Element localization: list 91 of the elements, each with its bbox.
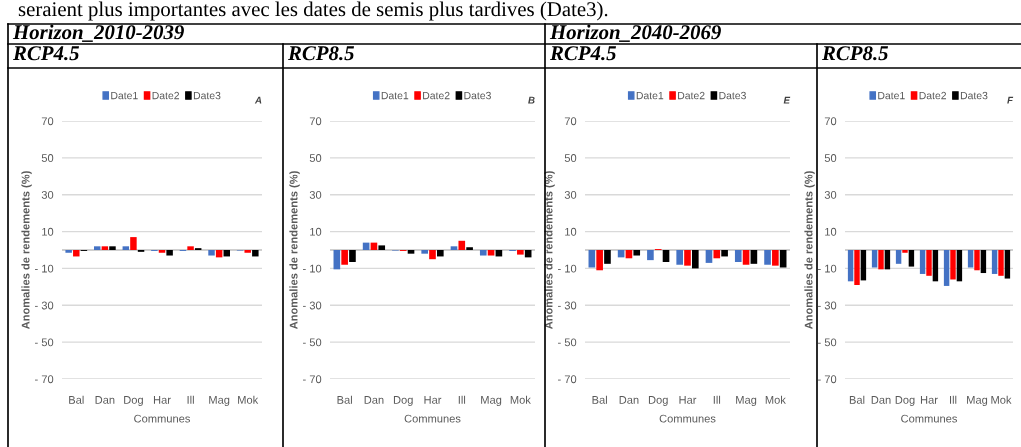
legend-label: Date3	[960, 91, 988, 100]
y-axis-title: Anomalies de rendements (%)	[21, 171, 32, 330]
y-axis-title: Anomalies de rendements (%)	[289, 171, 300, 330]
y-tick-label: 30	[824, 190, 837, 199]
text: F	[1007, 96, 1014, 104]
y-tick-label: 70	[824, 117, 837, 126]
legend-label: Date3	[193, 91, 221, 100]
x-tick-label: Dan	[871, 396, 891, 404]
x-tick-label: Dog	[895, 396, 915, 407]
legend-label: Date1	[111, 91, 138, 100]
chart-subtitle: Horizon_2040-2069	[549, 24, 721, 42]
text: E	[783, 96, 791, 104]
x-tick-label: Bal	[849, 395, 865, 404]
x-tick-label: Har	[424, 396, 442, 404]
y-tick-label: - 50	[35, 338, 54, 347]
legend-label: Date2	[152, 91, 180, 100]
y-tick-label: - 10	[818, 264, 837, 273]
x-axis-title: Communes	[404, 414, 461, 423]
legend-label: Date2	[423, 91, 450, 100]
y-tick-label: 10	[565, 227, 577, 236]
x-tick-label: Bal	[69, 395, 84, 404]
text: seraient plus importantes avec les dates de semis plus tardives (Date3).	[18, 1, 608, 21]
y-tick-label: 50	[41, 154, 54, 162]
y-tick-label: - 70	[303, 375, 322, 384]
x-tick-label: Mag	[209, 396, 230, 407]
y-tick-label: - 30	[35, 301, 54, 310]
x-tick-label: Ill	[458, 395, 466, 404]
y-tick-label: - 70	[558, 375, 577, 384]
text: B	[528, 96, 535, 104]
chart-title: RCP8.5	[821, 46, 889, 61]
x-tick-label: Mag	[481, 396, 502, 407]
y-tick-label: 30	[309, 190, 322, 199]
y-tick-label: 50	[309, 154, 322, 162]
x-tick-label: Har	[153, 396, 171, 404]
x-tick-label: Bal	[592, 395, 607, 404]
y-axis-title: Anomalies de rendements (%)	[804, 171, 815, 330]
x-tick-label: Dog	[393, 396, 413, 407]
x-tick-label: Ill	[187, 395, 194, 404]
chart-title: RCP8.5	[287, 46, 355, 61]
y-tick-label: 10	[825, 227, 837, 236]
y-tick-label: 70	[309, 117, 322, 126]
legend-label: Date1	[878, 91, 905, 100]
y-tick-label: - 70	[35, 375, 54, 384]
x-tick-label: Mok	[510, 395, 531, 404]
x-tick-label: Har	[920, 396, 938, 404]
x-tick-label: Mag	[736, 396, 757, 407]
x-tick-label: Bal	[337, 395, 352, 404]
x-axis-title: Communes	[901, 414, 958, 423]
x-axis-title: Communes	[134, 414, 191, 423]
legend-label: Date2	[678, 91, 705, 100]
x-tick-label: Mok	[765, 395, 786, 404]
y-tick-label: - 30	[303, 301, 322, 310]
y-tick-label: - 10	[558, 264, 577, 273]
y-tick-label: 70	[41, 117, 54, 126]
legend-label: Date3	[719, 91, 746, 100]
x-tick-label: Ill	[950, 395, 957, 404]
x-tick-label: Dan	[619, 396, 639, 404]
text: A	[254, 96, 262, 104]
x-tick-label: Mag	[967, 396, 988, 407]
legend-label: Date1	[381, 91, 409, 100]
y-tick-label: 70	[564, 117, 577, 126]
y-axis-title: Anomalies de rendements (%)	[544, 171, 555, 330]
legend-label: Date2	[919, 91, 947, 100]
y-tick-label: - 10	[303, 264, 322, 273]
y-tick-label: - 10	[35, 264, 54, 273]
y-tick-label: - 30	[818, 301, 837, 310]
x-tick-label: Dan	[95, 396, 115, 404]
y-tick-label: - 50	[818, 338, 837, 347]
y-tick-label: - 50	[303, 338, 322, 347]
y-tick-label: 30	[41, 190, 54, 199]
x-tick-label: Mok	[991, 395, 1012, 404]
chart-subtitle: Horizon_2010-2039	[12, 24, 184, 42]
x-tick-label: Mok	[238, 395, 259, 404]
x-tick-label: Dog	[124, 396, 143, 407]
y-tick-label: - 70	[818, 375, 837, 384]
chart-title: RCP4.5	[549, 46, 617, 61]
y-tick-label: 10	[310, 227, 322, 236]
y-tick-label: 50	[824, 154, 837, 162]
x-tick-label: Dan	[364, 396, 384, 404]
chart-title: RCP4.5	[12, 46, 80, 61]
x-tick-label: Dog	[648, 396, 668, 407]
y-tick-label: 30	[564, 190, 577, 199]
x-axis-title: Communes	[659, 414, 716, 423]
x-tick-label: Ill	[713, 395, 721, 404]
legend-label: Date1	[636, 91, 664, 100]
x-tick-label: Har	[679, 396, 697, 404]
y-tick-label: 10	[42, 227, 54, 236]
y-tick-label: 50	[564, 154, 577, 162]
legend-label: Date3	[464, 91, 491, 100]
y-tick-label: - 50	[558, 338, 577, 347]
y-tick-label: - 30	[558, 301, 577, 310]
